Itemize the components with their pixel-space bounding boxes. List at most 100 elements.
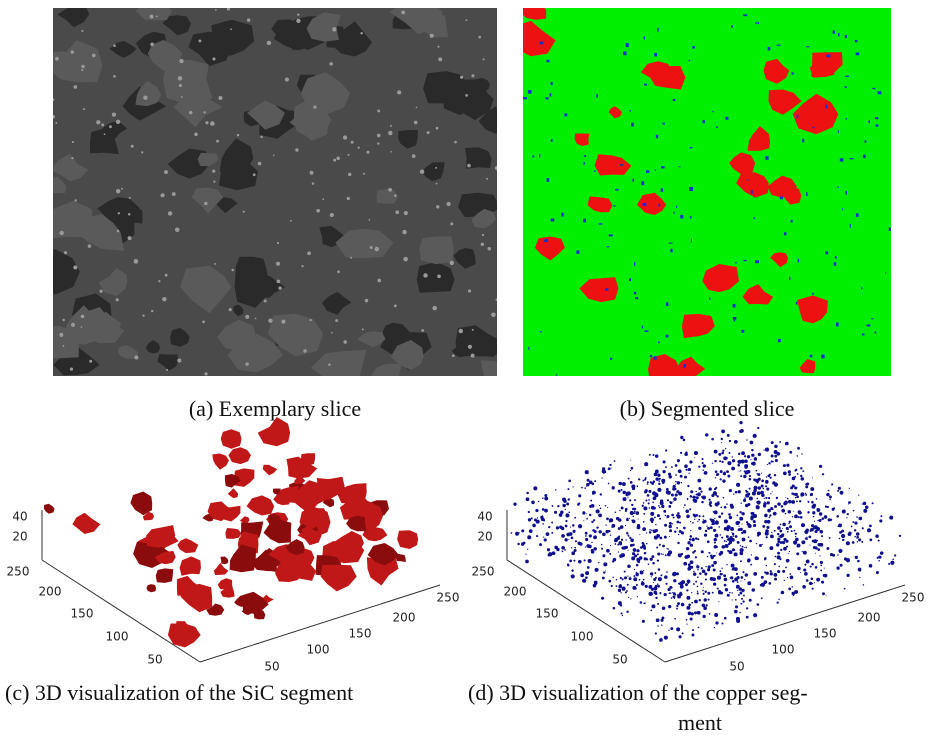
copper-particle: [609, 553, 611, 555]
copper-particle: [757, 491, 761, 495]
bright-speck: [436, 127, 439, 130]
copper-particle: [641, 581, 643, 583]
copper-speck: [733, 317, 736, 320]
copper-particle: [548, 526, 550, 528]
copper-particle: [562, 504, 565, 507]
copper-particle: [749, 478, 752, 481]
copper-particle: [652, 562, 655, 565]
copper-particle: [609, 520, 611, 522]
copper-particle: [660, 537, 663, 540]
copper-particle: [645, 499, 647, 501]
copper-particle: [627, 584, 629, 586]
bright-speck: [427, 131, 430, 134]
copper-particle: [629, 537, 631, 539]
copper-particle: [797, 473, 799, 475]
copper-particle: [633, 548, 637, 552]
copper-particle: [794, 530, 796, 532]
gray-region: [44, 51, 76, 73]
copper-particle: [650, 512, 654, 516]
copper-particle: [846, 517, 847, 518]
copper-particle: [638, 478, 640, 480]
bright-speck: [55, 122, 57, 124]
bright-speck: [377, 142, 379, 144]
copper-particle: [798, 511, 802, 515]
copper-speck: [875, 331, 877, 333]
copper-particle: [675, 474, 677, 476]
copper-particle: [763, 581, 766, 584]
copper-particle: [827, 506, 829, 508]
copper-particle: [611, 468, 612, 469]
copper-speck: [620, 164, 623, 166]
copper-particle: [716, 552, 717, 553]
copper-particle: [684, 452, 688, 456]
copper-speck: [666, 302, 668, 306]
bright-speck: [229, 308, 232, 311]
bright-speck: [481, 243, 484, 246]
copper-particle: [677, 542, 679, 544]
copper-particle: [686, 514, 690, 518]
copper-particle: [599, 505, 600, 506]
copper-particle: [680, 436, 683, 439]
copper-particle: [809, 545, 810, 546]
copper-particle: [702, 590, 704, 592]
copper-speck: [689, 60, 691, 61]
copper-particle: [894, 554, 896, 556]
copper-particle: [889, 516, 893, 520]
copper-particle: [814, 521, 815, 522]
copper-particle: [542, 508, 545, 511]
copper-particle: [608, 483, 610, 485]
copper-particle: [655, 477, 658, 480]
copper-particle: [812, 540, 815, 543]
copper-particle: [824, 568, 825, 569]
copper-particle: [811, 524, 814, 527]
copper-particle: [664, 636, 668, 640]
copper-speck: [634, 292, 636, 294]
copper-particle: [716, 520, 717, 521]
copper-particle: [713, 511, 714, 512]
copper-particle: [618, 589, 621, 592]
copper-particle: [676, 608, 678, 610]
copper-particle: [725, 588, 728, 591]
copper-particle: [735, 535, 738, 538]
copper-speck: [784, 232, 787, 235]
copper-particle: [677, 602, 680, 605]
copper-particle: [741, 589, 744, 592]
bright-speck: [394, 194, 397, 197]
copper-particle: [736, 573, 738, 575]
copper-particle: [690, 495, 693, 498]
copper-particle: [742, 538, 746, 542]
copper-particle: [767, 464, 768, 465]
copper-particle: [764, 514, 768, 518]
bright-speck: [281, 320, 285, 324]
copper-particle: [813, 504, 817, 508]
bright-speck: [310, 171, 314, 175]
x-tick-label: 150: [349, 627, 372, 641]
copper-speck: [629, 110, 630, 111]
copper-particle: [737, 541, 740, 544]
copper-particle: [670, 592, 672, 594]
copper-particle: [766, 476, 767, 477]
copper-particle: [727, 461, 731, 465]
copper-particle: [756, 543, 757, 544]
copper-particle: [697, 569, 698, 570]
copper-particle: [686, 548, 687, 549]
copper-particle: [627, 534, 629, 536]
copper-particle: [660, 593, 661, 594]
copper-speck: [836, 322, 839, 326]
copper-particle: [552, 551, 556, 555]
copper-particle: [527, 535, 531, 539]
copper-particle: [783, 538, 786, 541]
copper-particle: [690, 521, 691, 522]
copper-speck: [670, 249, 672, 252]
copper-particle: [656, 547, 658, 549]
bright-speck: [397, 90, 401, 94]
copper-particle: [739, 471, 740, 472]
bright-speck: [128, 236, 132, 240]
copper-particle: [598, 530, 601, 533]
copper-speck: [856, 52, 859, 55]
copper-particle: [769, 517, 771, 519]
copper-speck: [838, 33, 839, 36]
copper-particle: [805, 494, 807, 496]
copper-speck: [777, 45, 781, 46]
copper-particle: [735, 599, 737, 601]
